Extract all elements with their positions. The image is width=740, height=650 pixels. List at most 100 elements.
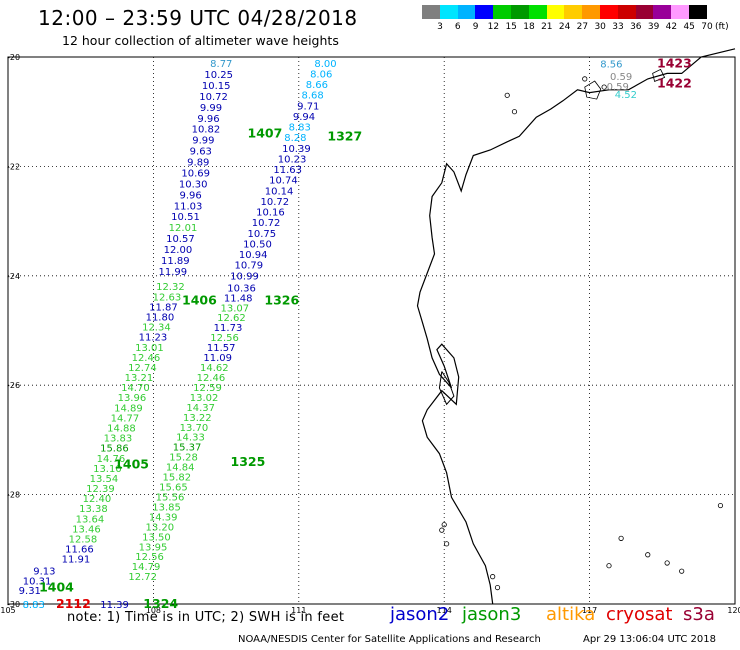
wave-height-value: 11.57	[207, 343, 236, 354]
wave-height-value: 11.87	[149, 302, 178, 313]
legend-cryosat: cryosat	[606, 604, 673, 625]
wave-height-value: 15.28	[169, 453, 198, 464]
wave-height-value: 15.86	[100, 444, 129, 455]
colorbar-label: 30	[594, 22, 606, 32]
wave-height-value: 13.21	[125, 373, 154, 384]
wave-height-value: 11.63	[273, 165, 302, 176]
pass-time-label: 2112	[56, 596, 91, 611]
colorbar-swatch	[510, 5, 529, 19]
wave-height-value: 9.63	[190, 147, 212, 158]
wave-height-value: 8.56	[600, 60, 622, 71]
inland-lake	[584, 80, 602, 100]
wave-height-value: 8.77	[210, 59, 232, 70]
colorbar-swatch	[617, 5, 636, 19]
lat-tick-label: -20	[7, 53, 20, 62]
wave-height-value: 11.89	[161, 256, 190, 267]
wave-height-value: 12.58	[69, 535, 98, 546]
wave-height-value: 12.01	[169, 223, 198, 234]
colorbar-swatch	[439, 5, 458, 19]
wave-height-colorbar	[422, 5, 707, 19]
wave-height-value: 10.51	[171, 212, 200, 223]
wave-height-value: 12.00	[164, 245, 193, 256]
wave-height-value: 15.37	[173, 443, 202, 454]
wave-height-value: 10.94	[239, 250, 268, 261]
colorbar-label: 9	[472, 22, 479, 32]
wave-height-value: 13.20	[145, 522, 174, 533]
wave-height-value: 13.10	[93, 464, 122, 475]
wave-height-value: 10.15	[202, 81, 231, 92]
wave-height-value: 10.72	[252, 218, 281, 229]
wave-height-value: 8.83	[289, 122, 311, 133]
wave-height-value: 9.96	[179, 190, 201, 201]
pass-time-label: 1327	[327, 128, 362, 143]
wave-height-value: 13.38	[79, 504, 108, 515]
wave-height-value: 14.39	[149, 512, 178, 523]
wave-height-value: 11.48	[224, 293, 253, 304]
australia-coastline	[416, 48, 736, 605]
wave-height-value: 8.28	[284, 133, 306, 144]
wave-height-value: 9.89	[187, 158, 209, 169]
colorbar-label: 42	[665, 22, 678, 32]
wave-height-value: 14.62	[200, 363, 229, 374]
colorbar-swatch	[582, 5, 600, 19]
colorbar-swatch	[564, 5, 583, 19]
pass-time-label: 1404	[39, 580, 74, 595]
island-outline	[717, 502, 724, 509]
wave-height-value: 13.83	[104, 434, 133, 445]
wave-height-value: 9.71	[297, 101, 319, 112]
colorbar-swatch	[475, 5, 494, 19]
wave-height-value: 8.66	[306, 80, 328, 91]
colorbar-label: 12	[487, 22, 500, 32]
page-subtitle: 12 hour collection of altimeter wave hei…	[62, 33, 339, 48]
island-outline	[490, 574, 496, 580]
colorbar-swatch	[546, 5, 565, 19]
wave-height-value: 11.39	[100, 600, 129, 611]
lon-tick-label: 120	[727, 606, 740, 615]
wave-height-value: 12.46	[132, 353, 161, 364]
wave-height-value: 10.36	[227, 283, 256, 294]
island-outline	[679, 568, 685, 574]
pass-time-label: 1326	[264, 292, 299, 307]
wave-height-value: 10.16	[256, 208, 285, 219]
wave-height-value: 12.46	[197, 373, 226, 384]
pass-time-label: 1405	[114, 457, 149, 472]
island-outline	[601, 84, 607, 90]
island-outline	[664, 560, 670, 566]
island-outline	[441, 522, 447, 528]
wave-height-value: 10.72	[199, 92, 228, 103]
wave-height-value: 10.99	[230, 271, 259, 282]
wave-height-value: 12.74	[128, 363, 157, 374]
pass-time-label: 1423	[657, 56, 692, 71]
wave-height-value: 12.56	[210, 333, 239, 344]
wave-height-value: 12.72	[128, 572, 157, 583]
pass-time-label: 1422	[657, 75, 692, 90]
wave-height-value: 13.46	[72, 524, 101, 535]
wave-height-value: 14.89	[114, 403, 143, 414]
wave-height-value: 8.83	[23, 600, 45, 611]
lat-tick-label: -24	[7, 272, 20, 281]
shark-bay-peninsula	[438, 371, 455, 406]
pass-time-label: 1406	[182, 292, 217, 307]
wave-height-value: 13.02	[190, 393, 219, 404]
wave-height-value: 10.57	[166, 234, 195, 245]
footer-note: note: 1) Time is in UTC; 2) SWH is in fe…	[67, 610, 345, 625]
wave-height-value: 14.77	[111, 413, 140, 424]
wave-height-value: 13.96	[118, 393, 147, 404]
wave-height-value: 10.69	[181, 169, 210, 180]
wave-height-value: 10.25	[204, 70, 233, 81]
wave-height-value: 10.39	[282, 144, 311, 155]
map-frame	[7, 56, 736, 605]
pass-time-label: 1325	[231, 454, 266, 469]
colorbar-label: 33	[612, 22, 624, 32]
wave-height-value: 10.82	[192, 125, 221, 136]
wave-height-value: 13.54	[90, 474, 119, 485]
wave-height-value: 12.39	[86, 484, 115, 495]
wave-height-value: 9.96	[197, 114, 219, 125]
wave-height-value: 13.70	[180, 423, 209, 434]
island-outline	[439, 527, 445, 533]
island-outline	[645, 552, 651, 558]
wave-height-value: 15.56	[156, 493, 185, 504]
island-outline	[494, 584, 501, 591]
wave-height-value: 9.94	[293, 112, 315, 123]
